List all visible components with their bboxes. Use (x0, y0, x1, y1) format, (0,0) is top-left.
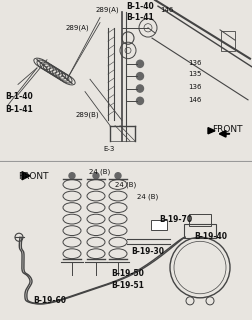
Text: B-1-40: B-1-40 (5, 92, 33, 101)
Circle shape (115, 173, 121, 179)
Text: FRONT: FRONT (212, 125, 242, 134)
Text: 24 (B): 24 (B) (89, 169, 111, 175)
Text: 289(A): 289(A) (66, 24, 89, 31)
Text: 135: 135 (188, 71, 201, 77)
Text: 146: 146 (188, 97, 201, 103)
Polygon shape (22, 172, 30, 180)
Circle shape (93, 173, 99, 179)
Text: 289(B): 289(B) (76, 111, 99, 118)
Text: 146: 146 (160, 7, 173, 13)
Text: E-3: E-3 (103, 146, 115, 152)
Circle shape (137, 60, 143, 68)
Text: B-1-41: B-1-41 (126, 13, 154, 22)
Circle shape (137, 73, 143, 80)
Text: FRONT: FRONT (18, 172, 48, 181)
Text: B-19-50: B-19-50 (111, 269, 144, 278)
Text: B-19-70: B-19-70 (159, 215, 192, 224)
Circle shape (137, 97, 143, 104)
Text: 24 (B): 24 (B) (115, 181, 136, 188)
Text: B-1-40: B-1-40 (126, 2, 154, 11)
Text: B-19-30: B-19-30 (131, 247, 164, 256)
Text: B-19-51: B-19-51 (111, 282, 144, 291)
Text: 136: 136 (188, 84, 201, 90)
Text: 24 (B): 24 (B) (137, 194, 159, 201)
Polygon shape (208, 128, 215, 134)
Circle shape (137, 85, 143, 92)
Text: B-1-41: B-1-41 (5, 105, 33, 114)
Text: B-19-60: B-19-60 (33, 297, 66, 306)
Text: 136: 136 (188, 60, 201, 66)
FancyBboxPatch shape (151, 220, 167, 230)
Text: 289(A): 289(A) (96, 6, 119, 13)
Circle shape (69, 173, 75, 179)
Text: B-19-40: B-19-40 (194, 232, 227, 241)
